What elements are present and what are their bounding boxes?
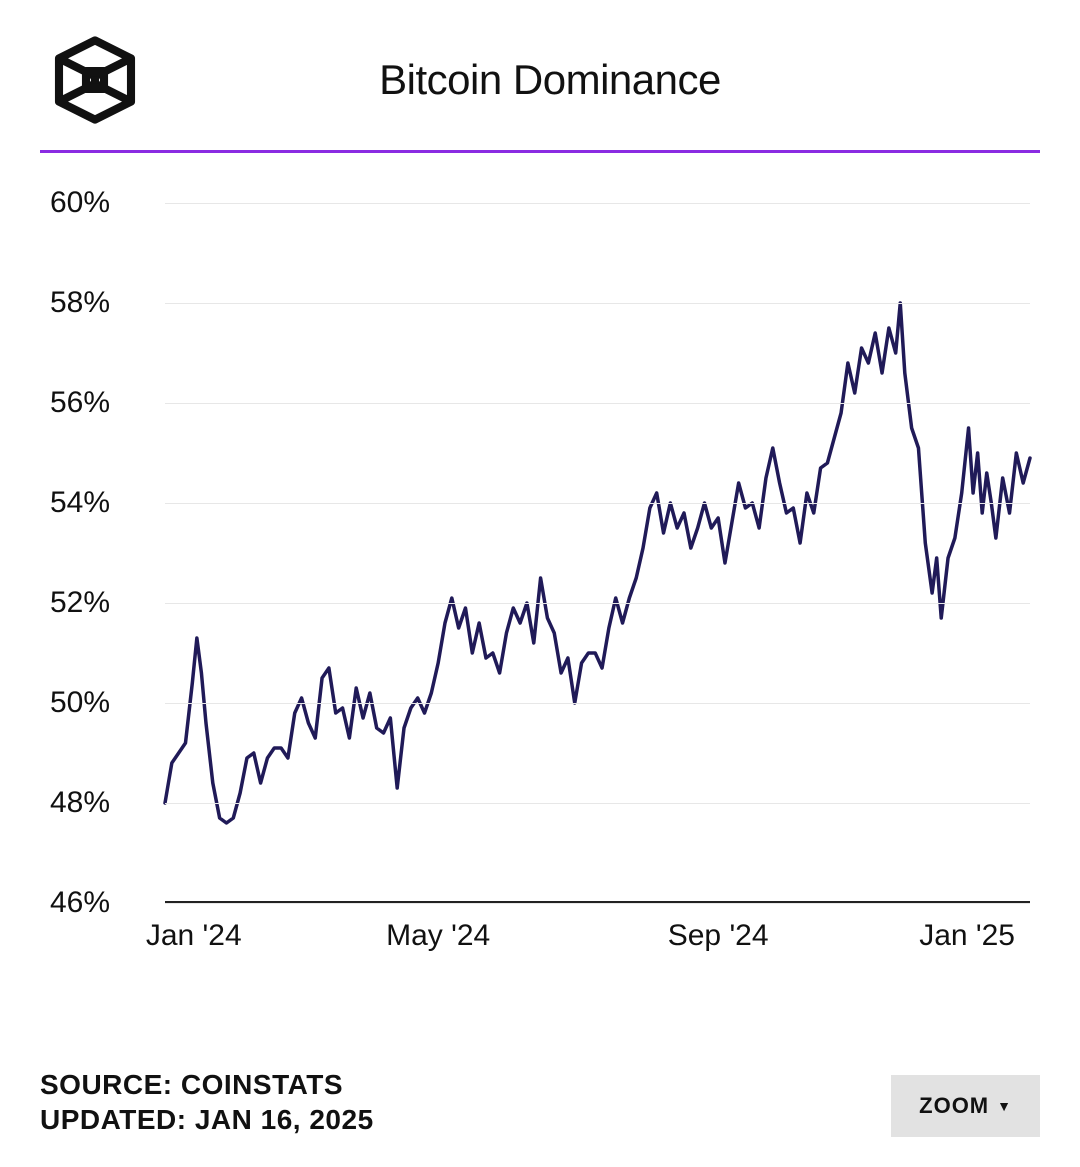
line-series bbox=[165, 203, 1030, 903]
gridline bbox=[165, 403, 1030, 404]
gridline bbox=[165, 503, 1030, 504]
source-label: SOURCE: COINSTATS bbox=[40, 1067, 374, 1102]
x-tick-label: Jan '24 bbox=[146, 919, 242, 953]
y-tick-label: 58% bbox=[50, 286, 150, 320]
y-tick-label: 46% bbox=[50, 886, 150, 920]
accent-divider bbox=[40, 150, 1040, 153]
y-tick-label: 54% bbox=[50, 486, 150, 520]
x-tick-label: Sep '24 bbox=[668, 919, 769, 953]
gridline bbox=[165, 203, 1030, 204]
logo-icon bbox=[40, 30, 150, 130]
zoom-button[interactable]: ZOOM ▼ bbox=[891, 1075, 1040, 1137]
y-tick-label: 56% bbox=[50, 386, 150, 420]
updated-label: UPDATED: JAN 16, 2025 bbox=[40, 1102, 374, 1137]
x-tick-label: Jan '25 bbox=[919, 919, 1015, 953]
gridline bbox=[165, 803, 1030, 804]
y-tick-label: 48% bbox=[50, 786, 150, 820]
y-tick-label: 52% bbox=[50, 586, 150, 620]
gridline bbox=[165, 903, 1030, 904]
footer: SOURCE: COINSTATS UPDATED: JAN 16, 2025 … bbox=[40, 1067, 1040, 1137]
gridline bbox=[165, 603, 1030, 604]
zoom-label: ZOOM bbox=[919, 1093, 989, 1119]
chart: 46%48%50%52%54%56%58%60%Jan '24May '24Se… bbox=[40, 203, 1040, 973]
x-tick-label: May '24 bbox=[386, 919, 490, 953]
gridline bbox=[165, 303, 1030, 304]
y-tick-label: 50% bbox=[50, 686, 150, 720]
header: Bitcoin Dominance bbox=[0, 0, 1080, 150]
meta-text: SOURCE: COINSTATS UPDATED: JAN 16, 2025 bbox=[40, 1067, 374, 1137]
chevron-down-icon: ▼ bbox=[997, 1098, 1012, 1114]
y-tick-label: 60% bbox=[50, 186, 150, 220]
gridline bbox=[165, 703, 1030, 704]
plot-area: 46%48%50%52%54%56%58%60%Jan '24May '24Se… bbox=[165, 203, 1030, 903]
chart-title: Bitcoin Dominance bbox=[170, 56, 1040, 104]
